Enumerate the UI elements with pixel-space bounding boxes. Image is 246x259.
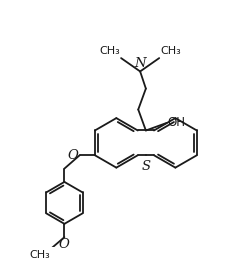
Text: CH₃: CH₃ [99,46,120,56]
Text: OH: OH [168,116,186,129]
Text: O: O [59,238,70,251]
Text: CH₃: CH₃ [29,250,50,259]
Text: CH₃: CH₃ [160,46,181,56]
Text: O: O [68,149,79,162]
Text: S: S [141,160,150,173]
Text: N: N [134,56,146,69]
